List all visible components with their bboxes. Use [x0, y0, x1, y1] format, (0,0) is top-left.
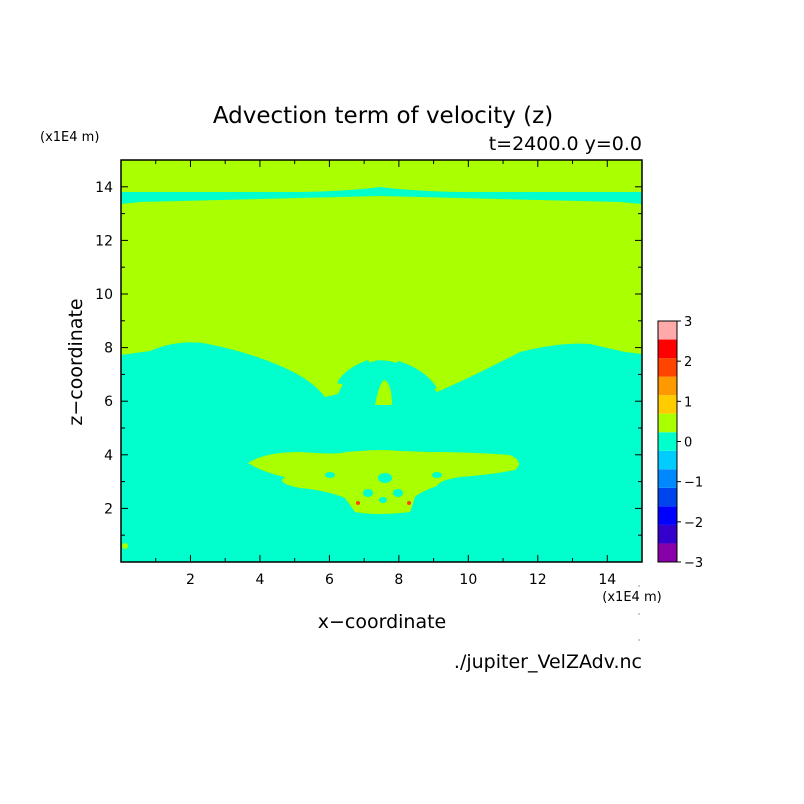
colorbar-tick-label: −3: [684, 556, 703, 571]
plume-hole-6: [432, 472, 442, 478]
plume-hole-5: [325, 472, 335, 478]
x-axis: 2 4 6 8 10 12 14: [155, 160, 616, 588]
y-tick-label: 14: [95, 180, 113, 196]
colorbar-swatch: [658, 339, 677, 359]
center-positive-stem: [375, 380, 392, 405]
x-tick-label: 14: [598, 572, 616, 588]
colorbar-tick-label: 2: [684, 355, 692, 370]
colorbar-swatch: [658, 321, 677, 340]
plume-hole-1: [378, 473, 392, 483]
upper-negative-band: [121, 187, 642, 204]
y-tick-label: 8: [104, 341, 113, 357]
hotspot-left: [356, 501, 360, 505]
y-unit-label: (x1E4 m): [40, 130, 99, 145]
colorbar: 3 2 1 0 −1 −2 −3: [657, 315, 703, 571]
x-unit-label: (x1E4 m): [602, 590, 661, 605]
plume-hole-4: [379, 497, 387, 503]
tick-mark-2: ·: [638, 610, 641, 619]
x-tick-label: 4: [255, 572, 264, 588]
chart-title: Advection term of velocity (z): [213, 103, 553, 129]
corner-speck: [122, 543, 128, 549]
right-negative-arc: [395, 361, 437, 391]
plot-area: [121, 160, 642, 562]
colorbar-swatch: [658, 487, 677, 507]
tick-mark-1: ·: [638, 582, 641, 591]
y-tick-label: 12: [95, 233, 113, 249]
central-positive-arc: [355, 355, 405, 364]
plume-hole-2: [363, 489, 373, 497]
colorbar-swatch: [658, 413, 677, 433]
x-axis-label: x−coordinate: [318, 611, 447, 633]
colorbar-swatch: [658, 432, 677, 451]
colorbar-swatch: [658, 376, 677, 396]
x-tick-label: 8: [394, 572, 403, 588]
colorbar-swatch: [658, 395, 677, 414]
colorbar-swatch: [658, 543, 677, 562]
y-tick-label: 4: [104, 448, 113, 464]
chart-subtitle: t=2400.0 y=0.0: [489, 133, 642, 155]
colorbar-tick-label: 3: [684, 315, 692, 330]
x-tick-label: 10: [459, 572, 477, 588]
colorbar-tick-label: 1: [684, 395, 692, 410]
colorbar-swatch: [658, 524, 677, 544]
left-negative-arc: [337, 360, 371, 385]
y-tick-label: 10: [95, 287, 113, 303]
y-axis-label: z−coordinate: [65, 298, 87, 425]
x-tick-label: 6: [325, 572, 334, 588]
hotspot-right: [407, 501, 411, 505]
colorbar-swatch: [658, 506, 677, 525]
colorbar-swatch: [658, 450, 677, 470]
colorbar-tick-label: −1: [684, 476, 703, 491]
x-tick-label: 2: [186, 572, 195, 588]
y-tick-label: 6: [104, 394, 113, 410]
y-axis: 2 4 6 8 10 12 14: [95, 180, 642, 536]
colorbar-tick-label: 0: [684, 436, 692, 451]
y-tick-label: 2: [104, 501, 113, 517]
colorbar-swatch: [658, 358, 677, 377]
x-tick-label: 12: [529, 572, 547, 588]
tick-mark-3: ·: [638, 636, 641, 645]
colorbar-swatch: [658, 469, 677, 488]
plume-hole-3: [393, 489, 403, 497]
colorbar-tick-label: −2: [684, 516, 703, 531]
plot-frame: [120, 159, 643, 563]
source-file-label: ./jupiter_VelZAdv.nc: [454, 651, 642, 673]
